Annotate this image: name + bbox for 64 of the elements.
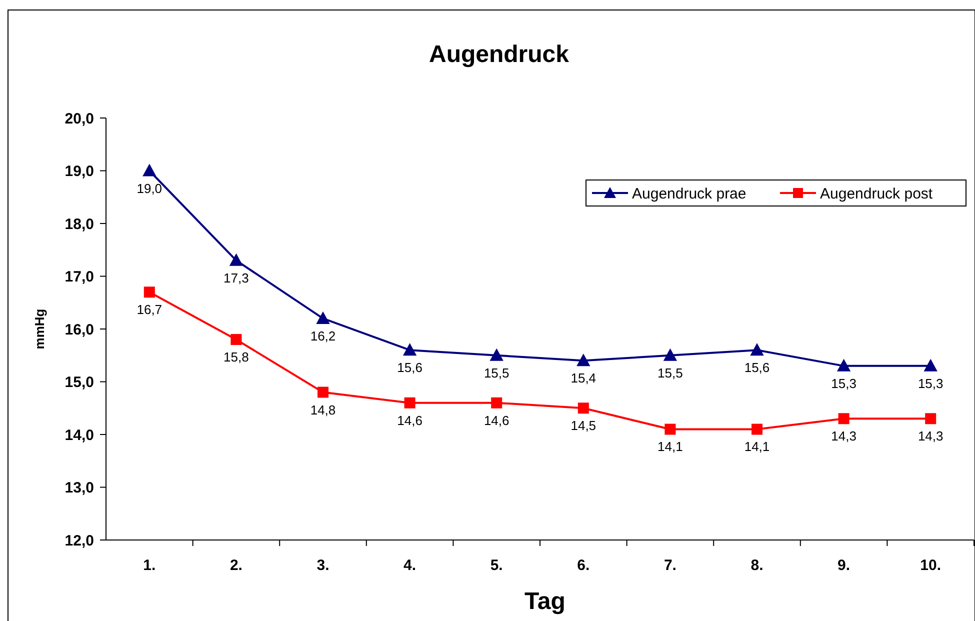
point [230, 334, 242, 346]
y-tick-label: 20,0 [64, 110, 94, 128]
point [752, 424, 762, 435]
x-tick-label: 10. [920, 557, 942, 574]
data-label: 15,6 [744, 360, 770, 376]
point [403, 344, 416, 356]
y-tick-label: 16,0 [64, 321, 94, 338]
chart-title: Augendruck [428, 41, 570, 68]
data-label: 16,2 [310, 328, 336, 344]
legend-label: Augendruck prae [632, 185, 746, 202]
point [925, 413, 936, 424]
x-tick-label: 9. [838, 557, 850, 574]
x-tick-label: 1. [143, 557, 156, 574]
data-label: 14,1 [744, 439, 770, 454]
x-tick-label: 2. [230, 557, 242, 574]
point [924, 359, 938, 372]
data-label: 16,7 [136, 302, 162, 318]
point [142, 164, 156, 176]
y-tick-label: 13,0 [64, 480, 94, 496]
x-tick-label: 3. [316, 557, 330, 574]
x-axis-title: Tag [524, 588, 566, 615]
point [664, 424, 676, 435]
data-label: 14,6 [397, 412, 422, 428]
y-axis-title: mmHg [32, 308, 47, 350]
y-tick-label: 12,0 [64, 532, 94, 550]
x-tick-label: 8. [750, 557, 764, 574]
y-tick-label: 15,0 [64, 374, 94, 391]
data-label: 14,1 [658, 439, 683, 454]
data-label: 14,5 [570, 418, 596, 434]
y-tick-label: 19,0 [64, 163, 94, 180]
data-label: 14,3 [918, 428, 944, 444]
data-label: 15,3 [831, 376, 856, 391]
data-label: 15,8 [224, 350, 249, 365]
data-label: 17,3 [224, 270, 249, 286]
data-label: 15,4 [570, 370, 596, 386]
point [490, 348, 504, 361]
point [230, 254, 243, 266]
data-label: 14,8 [310, 402, 336, 418]
point [664, 348, 677, 361]
point [838, 413, 850, 424]
data-label: 19,0 [136, 180, 162, 196]
x-tick-label: 5. [490, 557, 503, 574]
point [318, 386, 328, 398]
y-tick-label: 14,0 [64, 426, 94, 444]
data-label: 15,6 [397, 360, 422, 376]
x-tick-label: 4. [404, 557, 416, 574]
legend-label: Augendruck post [820, 185, 934, 202]
point [144, 286, 155, 298]
point [578, 402, 589, 414]
y-tick-label: 18,0 [64, 216, 94, 233]
point [576, 354, 590, 366]
point [491, 397, 502, 408]
point [404, 397, 416, 408]
x-tick-label: 6. [577, 557, 590, 574]
x-tick-label: 7. [664, 557, 676, 574]
data-label: 15,5 [484, 365, 510, 380]
data-label: 15,5 [658, 365, 683, 380]
y-tick-label: 17,0 [64, 268, 94, 286]
point [316, 312, 330, 324]
data-label: 14,3 [831, 428, 856, 444]
point [750, 344, 764, 356]
data-label: 15,3 [918, 376, 944, 391]
data-label: 14,6 [484, 412, 510, 428]
point [837, 359, 850, 372]
